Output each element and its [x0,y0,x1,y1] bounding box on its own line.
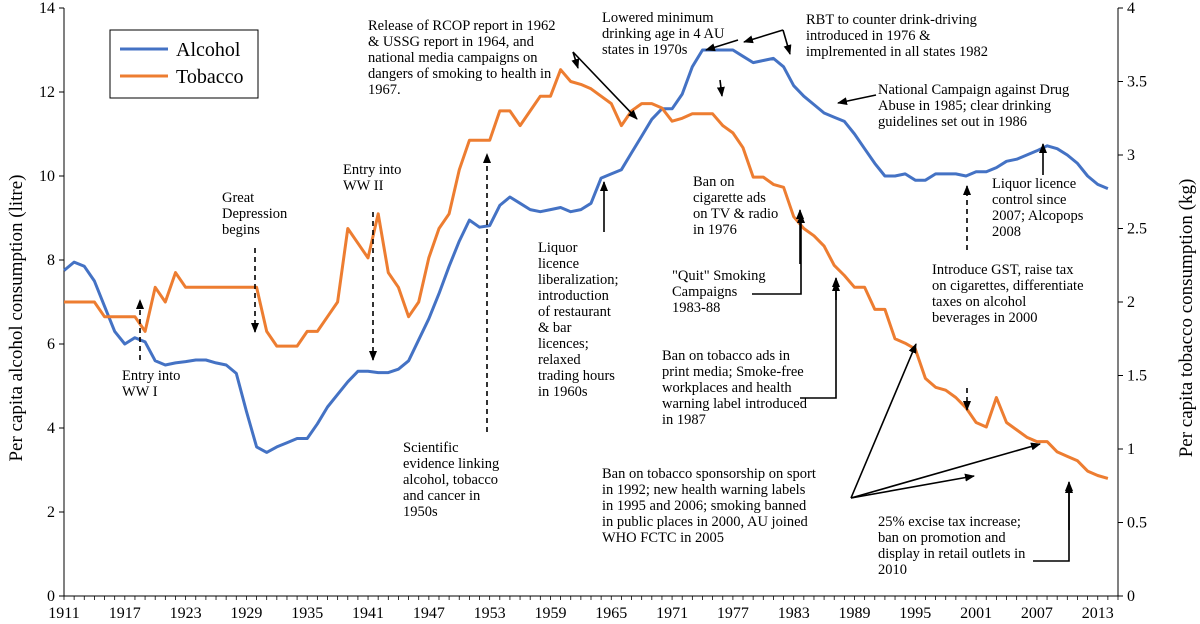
annotation-rcop: Release of RCOP report in 1962 & USSG re… [368,18,556,98]
series-layer [63,48,1109,480]
arrow-tv-ban [716,79,725,97]
series-line-tobacco [64,68,1109,480]
y-left-tick-label: 0 [47,588,55,605]
legend-label-tobacco: Tobacco [176,66,243,88]
series-line-alcohol [63,48,1109,454]
x-tick-label: 1959 [534,605,566,622]
arrow-sponsorship-c [850,442,1041,499]
y-left-tick-label: 12 [39,84,55,101]
annotation-liquor: Liquor licence liberalization; introduct… [538,240,619,400]
annotation-excise: 25% excise tax increase; ban on promotio… [878,514,1026,578]
y-right-tick-label: 3 [1127,147,1135,164]
y-right-tick-label: 3.5 [1127,74,1147,91]
legend-box [109,29,259,99]
y-axis-right-title: Per capita tobacco consumption (kg) [1176,179,1197,458]
y-axis-left-title: Per capita alcohol consumption (litre) [6,174,27,461]
arrow-rbt-a [743,29,784,44]
annotation-quit: "Quit" Smoking Campaigns 1983-88 [672,268,766,316]
annotation-tv-ban: Ban on cigarette ads on TV & radio in 19… [693,174,779,238]
annotation-arrows [136,29,1073,562]
x-tick-label: 1941 [352,605,384,622]
x-tick-label: 1983 [778,605,810,622]
arrow-rcop-b [572,51,638,120]
y-right-tick-label: 4 [1127,0,1135,17]
y-right-tick-label: 0 [1127,588,1135,605]
y-right-tick-label: 0.5 [1127,515,1147,532]
legend: Alcohol Tobacco [109,29,259,99]
annotation-ww1: Entry into WW I [122,368,181,400]
y-left-tick-label: 4 [47,420,55,437]
x-tick-label: 2013 [1082,605,1114,622]
x-tick-label: 1965 [595,605,627,622]
arrow-drinking-age [705,39,739,52]
x-tick-label: 1923 [170,605,202,622]
annotation-sponsorship: Ban on tobacco sponsorship on sport in 1… [602,466,816,546]
x-tick-label: 1971 [656,605,688,622]
y-left-tick-label: 14 [39,0,55,17]
annotation-campaign-drug: National Campaign against Drug Abuse in … [878,82,1070,130]
x-tick-label: 1953 [474,605,506,622]
y-left-tick-label: 8 [47,252,55,269]
x-tick-label: 1935 [291,605,323,622]
connector-excise [1033,483,1073,562]
y-right-tick-label: 2.5 [1127,221,1147,238]
annotation-gst: Introduce GST, raise tax on cigarettes, … [932,262,1084,326]
y-left-tick-label: 2 [47,504,55,521]
y-left-tick-label: 6 [47,336,55,353]
y-left-tick-label: 10 [39,168,55,185]
arrow-sponsorship-b [850,473,975,499]
annotation-print-ban: Ban on tobacco ads in print media; Smoke… [662,348,807,428]
connector-quit [752,213,805,295]
annotation-drinking-age: Lowered minimum drinking age in 4 AU sta… [602,10,725,58]
annotation-ww2: Entry into WW II [343,162,402,194]
x-tick-label: 1917 [109,605,141,622]
arrow-sponsorship-a [850,343,917,499]
x-tick-label: 1995 [899,605,931,622]
y-right-tick-label: 1 [1127,441,1135,458]
x-tick-label: 1989 [839,605,871,622]
annotation-scientific: Scientific evidence linking alcohol, tob… [403,440,500,520]
arrow-rcop-a [571,51,580,69]
y-right-tick-label: 2 [1127,294,1135,311]
x-tick-label: 1947 [413,605,445,622]
annotation-depression: Great Depression begins [222,190,288,238]
x-tick-label: 2001 [960,605,992,622]
x-tick-label: 1929 [230,605,262,622]
legend-label-alcohol: Alcohol [176,39,241,61]
x-tick-label: 1977 [717,605,749,622]
x-tick-label: 1911 [48,605,79,622]
annotation-liquor-control: Liquor licence control since 2007; Alcop… [992,176,1084,240]
annotation-rbt: RBT to counter drink-driving introduced … [806,12,989,60]
axes: 0 2 4 6 8 10 12 14 0 0.5 1 1.5 2 2.5 3 3.5 4 1911 1917 1923… [39,0,1147,622]
arrow-campaign-drug [837,94,877,106]
connector-print-ban [800,281,840,399]
arrow-rbt-b [782,29,792,55]
y-right-tick-label: 1.5 [1127,368,1147,385]
x-tick-label: 2007 [1021,605,1053,622]
